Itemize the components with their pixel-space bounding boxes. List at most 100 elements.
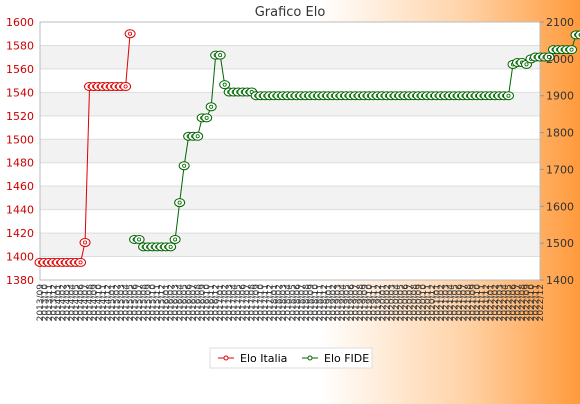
data-point-dot [222,82,227,87]
data-point-marker [201,113,213,123]
x-tick-label: 2014/01 [54,284,64,321]
x-tick-label: 2022/09 [522,284,532,322]
x-tick-label: 2022/12 [536,284,546,321]
y-right-tick-label: 1600 [546,200,574,213]
x-tick-label: 2017/10 [257,284,267,322]
data-point-marker [124,29,136,39]
x-tick-label: 2013/09 [36,284,46,322]
data-point-marker [502,91,514,101]
x-tick-label: 2016/01 [162,284,172,321]
x-tick-label: 2020/08 [410,284,420,322]
x-tick-label: 2019/11 [369,284,379,321]
y-right-tick-label: 2100 [546,16,574,29]
x-tick-label: 2014/07 [81,284,91,321]
x-tick-label: 2014/10 [95,284,105,322]
x-tick-label: 2020/01 [378,284,388,321]
x-tick-label: 2018/12 [320,284,330,321]
x-tick-label: 2018/04 [284,284,294,322]
x-tick-label: 2017/11 [261,284,271,321]
x-tick-label: 2022/01 [486,284,496,321]
y-left-tick-label: 1480 [6,157,34,170]
x-tick-label: 2017/06 [239,284,249,322]
y-left-tick-label: 1580 [6,39,34,52]
x-tick-label: 2018/11 [315,284,325,321]
x-tick-label: 2020/04 [392,284,402,322]
x-tick-label: 2018/09 [306,284,316,322]
x-tick-label: 2014/05 [72,284,82,321]
x-tick-label: 2021/06 [455,284,465,322]
x-tick-label: 2014/06 [77,284,87,322]
data-point-dot [168,244,173,249]
x-tick-label: 2017/07 [243,284,253,321]
x-tick-label: 2014/11 [99,284,109,321]
x-tick-label: 2015/06 [131,284,141,322]
x-tick-label: 2015/07 [135,284,145,321]
y-right-tick-label: 1800 [546,127,574,140]
y-left-tick-label: 1440 [6,204,34,217]
data-point-dot [137,237,142,242]
x-tick-label: 2019/08 [356,284,366,322]
data-point-marker [575,30,580,40]
data-point-dot [218,53,223,58]
x-tick-label: 2016/06 [185,284,195,322]
x-tick-label: 2022/03 [495,284,505,321]
data-point-marker [133,234,145,244]
x-tick-label: 2014/02 [59,284,69,321]
grid-band [40,22,540,46]
y-right-tick-label: 1400 [546,274,574,287]
legend-label-elo-fide: Elo FIDE [324,352,369,365]
data-point-dot [83,240,88,245]
x-tick-label: 2020/02 [383,284,393,321]
x-tick-label: 2020/12 [428,284,438,321]
x-tick-label: 2020/11 [423,284,433,321]
legend-swatch-marker [307,355,313,361]
grid-band [40,233,540,257]
x-tick-label: 2021/05 [450,284,460,321]
x-tick-label: 2019/04 [338,284,348,322]
data-point-marker [543,52,555,62]
data-point-dot [506,93,511,98]
y-left-tick-label: 1560 [6,63,34,76]
y-left-tick-label: 1500 [6,133,34,146]
legend-box [209,347,373,369]
data-point-marker [174,198,186,208]
grid-band [40,162,540,187]
x-tick-label: 2017/05 [234,284,244,321]
x-tick-label: 2021/09 [468,284,478,322]
data-point-marker [120,82,132,91]
x-tick-label: 2015/09 [144,284,154,322]
x-tick-label: 2015/04 [122,284,132,322]
x-tick-label: 2015/12 [158,284,168,321]
y-left-tick-label: 1520 [6,110,34,123]
data-point-dot [524,62,529,67]
data-point-dot [123,84,128,89]
data-point-marker [79,237,91,247]
x-tick-label: 2018/10 [311,284,321,322]
y-left-tick-label: 1540 [6,86,34,99]
x-tick-label: 2019/12 [374,284,384,321]
y-right-tick-label: 1700 [546,163,574,176]
x-tick-label: 2015/02 [113,284,123,321]
data-point-marker [566,45,578,55]
x-tick-label: 2021/08 [464,284,474,322]
data-point-dot [209,104,214,109]
y-left-tick-label: 1380 [6,274,34,287]
x-tick-label: 2021/03 [441,284,451,321]
legend-swatch-marker [223,355,229,361]
data-point-dot [182,163,187,168]
grid-band [40,115,540,140]
x-tick-label: 2016/02 [167,284,177,321]
data-point-marker [192,131,204,141]
x-tick-label: 2022/05 [504,284,514,321]
x-tick-label: 2021/12 [482,284,492,321]
y-left-tick-label: 1400 [6,251,34,264]
x-tick-label: 2018/07 [297,284,307,321]
x-tick-label: 2017/03 [225,284,235,321]
x-tick-label: 2019/02 [329,284,339,321]
x-tick-label: 2021/01 [432,284,442,321]
x-tick-label: 2019/06 [347,284,357,322]
data-point-dot [547,55,552,60]
legend: Elo Italia Elo FIDE [209,347,373,369]
x-tick-label: 2017/08 [248,284,258,322]
